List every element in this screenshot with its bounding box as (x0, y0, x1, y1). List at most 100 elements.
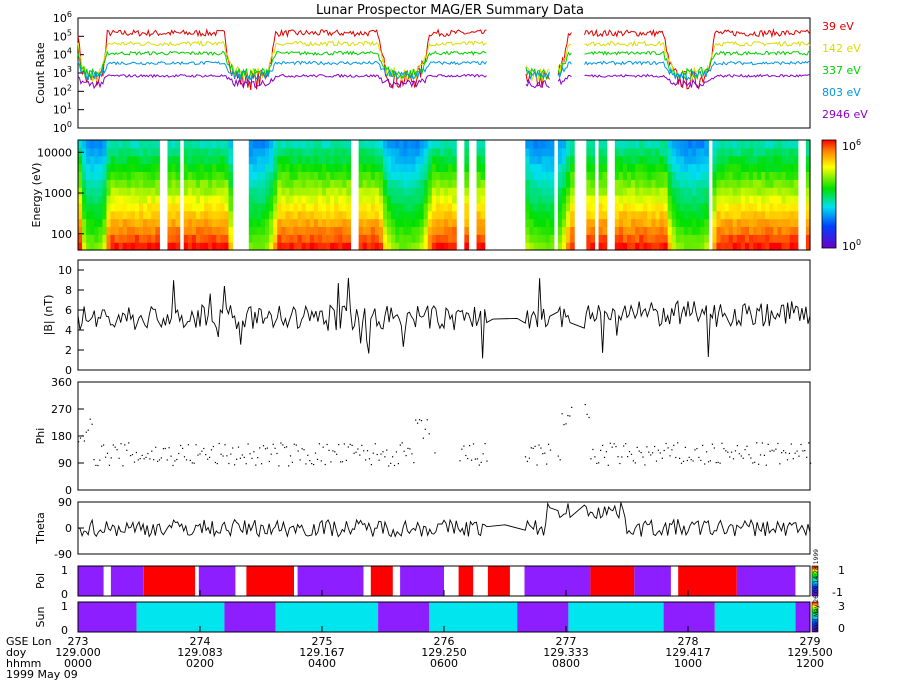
spectrogram-cell (789, 163, 795, 173)
spectrogram-cell (435, 171, 441, 180)
spectrogram-cell (716, 140, 722, 149)
phi-point (638, 450, 640, 452)
spectrogram-cell (704, 187, 709, 196)
spectrogram-cell (427, 171, 433, 180)
spectrogram-cell (265, 147, 270, 157)
spectrogram-cell (671, 179, 677, 188)
spectrogram-cell (622, 202, 628, 212)
spectrogram-cell (171, 242, 177, 251)
spectrogram-cell (309, 155, 315, 165)
phi-point (187, 444, 189, 446)
theta-tick-label-0: -90 (54, 548, 72, 561)
spectrogram-cell (431, 202, 437, 212)
spectrogram-cell (94, 218, 99, 228)
spectrogram-cell (769, 195, 774, 204)
spectrogram-cell (391, 242, 396, 251)
spectrogram-cell (273, 171, 278, 180)
spectrogram-cell (265, 140, 270, 149)
spectrogram-cell (529, 202, 535, 212)
spectrogram-cell (602, 147, 608, 157)
spectrogram-cell (545, 202, 551, 212)
spectrogram-cell (387, 187, 392, 196)
spectrogram-cell (289, 147, 295, 157)
spectrogram-cell (716, 210, 722, 220)
phi-point (299, 459, 301, 461)
phi-point (461, 448, 463, 450)
spectrogram-cell (614, 202, 620, 212)
spectrogram-cell (366, 147, 372, 157)
spectrogram-cell (464, 171, 469, 180)
spectrogram-cell (383, 226, 388, 235)
spectrogram-cell (383, 155, 388, 165)
spectrogram-cell (220, 155, 225, 165)
spectrogram-cell (598, 187, 604, 196)
spectrogram-cell (411, 242, 417, 251)
spectrogram-cell (118, 195, 124, 204)
spectrogram-cell (130, 179, 136, 188)
spectrogram-cell (122, 140, 128, 149)
spectrogram-cell (256, 171, 262, 180)
phi-point (424, 428, 426, 430)
spectrogram-cell (712, 163, 718, 173)
spectrogram-cell (130, 163, 136, 173)
spectrogram-cell (322, 234, 327, 243)
spectrogram-cell (82, 155, 87, 165)
spectrogram-cell (549, 171, 555, 180)
spectrogram-cell (663, 163, 669, 173)
spectrogram-cell (724, 234, 730, 243)
spectrogram-cell (423, 202, 429, 212)
spectrogram-cell (338, 147, 343, 157)
spectrogram-cell (688, 187, 693, 196)
spectrogram-cell (728, 234, 734, 243)
spectrogram-cell (419, 202, 425, 212)
spectrogram-cell (317, 234, 323, 243)
phi-point (220, 453, 222, 455)
spectrogram-cell (419, 171, 425, 180)
phi-point (355, 451, 357, 453)
spectrogram-cell (317, 140, 323, 149)
spectrogram-cell (289, 195, 295, 204)
spectrogram-cell (265, 179, 270, 188)
spectrogram-cell (525, 234, 530, 243)
spectrogram-cell (334, 210, 339, 220)
phi-point (619, 462, 621, 465)
spectrogram-cell (696, 179, 701, 188)
spectrogram-cell (90, 171, 95, 180)
spectrogram-cell (155, 234, 160, 243)
spectrogram-cell (761, 147, 766, 157)
spectrogram-cell (476, 218, 482, 228)
spectrogram-cell (98, 242, 103, 251)
spectrogram-cell (464, 242, 469, 251)
phi-point (469, 445, 471, 447)
phi-point (569, 415, 571, 417)
spectrogram-cell (265, 195, 270, 204)
spectrogram-cell (566, 226, 571, 235)
spectrogram-cell (785, 171, 791, 180)
spectrogram-cell (366, 163, 372, 173)
spectrogram-cell (598, 218, 604, 228)
spectrogram-cell (309, 163, 315, 173)
spectrogram-cell (557, 218, 563, 228)
spectrogram-cell (639, 140, 644, 149)
phi-point (103, 444, 105, 446)
spectrogram-cell (322, 187, 327, 196)
spectrogram-cell (749, 242, 754, 251)
spectrogram-cell (590, 195, 596, 204)
spectrogram-cell (261, 242, 266, 251)
spectrogram-cell (147, 210, 152, 220)
phi-point (380, 453, 382, 455)
phi-point (205, 454, 207, 456)
spectrogram-cell (322, 179, 327, 188)
spectrogram-cell (631, 147, 636, 157)
spectrogram-cell (208, 171, 213, 180)
spectrogram-cell (228, 163, 234, 173)
spectrogram-cell (261, 179, 266, 188)
spectrogram-cell (317, 163, 323, 173)
xaxis-tick-lon-0: 273 (68, 635, 89, 648)
phi-point (214, 461, 216, 464)
spectrogram-cell (789, 210, 795, 220)
phi-point (779, 463, 781, 465)
spectrogram-cell (261, 202, 266, 212)
spectrogram-cell (655, 140, 661, 149)
spectrogram-cell (106, 210, 112, 220)
